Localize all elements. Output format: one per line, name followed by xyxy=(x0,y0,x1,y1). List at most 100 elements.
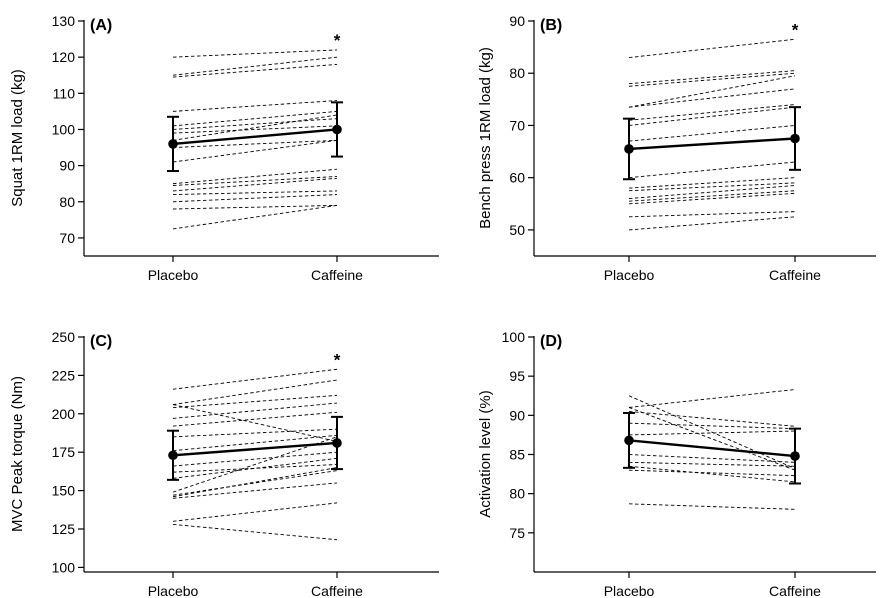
y-tick-label: 80 xyxy=(509,65,525,81)
y-tick-label: 75 xyxy=(509,525,525,541)
y-tick-label: 150 xyxy=(52,483,76,499)
panel-label: (B) xyxy=(540,17,562,34)
x-tick-label: Caffeine xyxy=(311,267,363,283)
x-tick-label: Placebo xyxy=(148,583,199,598)
mean-point xyxy=(624,144,634,154)
individual-line xyxy=(628,72,796,87)
panel-label: (D) xyxy=(540,333,562,350)
individual-line xyxy=(172,502,338,522)
significance-marker: * xyxy=(334,350,341,369)
individual-line xyxy=(172,402,338,419)
mean-line xyxy=(628,137,796,151)
individual-line xyxy=(628,503,796,510)
individual-line xyxy=(172,470,338,496)
y-tick-label: 120 xyxy=(52,49,76,65)
panel-4: 75 80 85 90 95 100 Placebo Caffeine Activation l… xyxy=(477,329,876,598)
individual-line xyxy=(172,139,338,163)
y-tick-label: 70 xyxy=(509,117,525,133)
mean-point xyxy=(168,450,178,461)
mean-point xyxy=(624,435,634,446)
mean-point xyxy=(332,124,342,135)
individual-line xyxy=(172,118,338,130)
panel-label: (C) xyxy=(90,333,112,350)
y-tick-label: 130 xyxy=(52,13,76,29)
individual-line xyxy=(628,104,796,121)
individual-line xyxy=(172,114,338,141)
individual-line xyxy=(628,465,796,483)
individual-line xyxy=(628,410,796,427)
x-tick-label: Caffeine xyxy=(769,267,821,283)
panel-2: 50 60 70 80 90 Placebo Caffeine Bench press 1RM… xyxy=(477,13,876,283)
individual-line xyxy=(172,482,338,499)
individual-line xyxy=(172,56,338,76)
individual-line xyxy=(628,177,796,189)
individual-line xyxy=(172,394,338,409)
y-axis-title: Squat 1RM load (kg) xyxy=(9,69,26,207)
individual-line xyxy=(628,182,796,192)
panel-label: (A) xyxy=(90,17,112,34)
panel-1: 70 80 90 100 110 120 130 Placebo Caffeine Squat 1… xyxy=(9,13,439,283)
y-tick-label: 50 xyxy=(509,222,525,238)
x-tick-label: Placebo xyxy=(604,583,655,598)
individual-line xyxy=(628,454,796,463)
individual-line xyxy=(172,100,338,112)
individual-line xyxy=(172,368,338,390)
y-tick-label: 90 xyxy=(509,407,525,423)
y-tick-label: 70 xyxy=(59,230,75,246)
y-tick-label: 200 xyxy=(52,406,76,422)
individual-line xyxy=(172,176,338,186)
y-tick-label: 95 xyxy=(509,368,525,384)
individual-line xyxy=(172,49,338,58)
individual-line xyxy=(628,88,796,108)
individual-line xyxy=(628,185,796,200)
mean-point xyxy=(332,438,342,448)
significance-marker: * xyxy=(792,20,799,39)
mean-point xyxy=(168,139,178,149)
individual-line xyxy=(172,110,338,127)
individual-line xyxy=(172,139,338,148)
individual-line xyxy=(172,411,338,427)
y-tick-label: 90 xyxy=(59,158,75,174)
individual-line xyxy=(172,379,338,406)
x-tick-label: Placebo xyxy=(604,267,655,283)
individual-line xyxy=(628,461,796,467)
y-axis-title: Activation level (%) xyxy=(477,390,494,518)
significance-marker: * xyxy=(334,31,341,50)
x-tick-label: Caffeine xyxy=(769,583,821,598)
y-tick-label: 90 xyxy=(509,13,525,29)
mean-line xyxy=(172,128,338,146)
y-tick-label: 175 xyxy=(52,444,76,460)
individual-line xyxy=(172,404,338,442)
individual-line xyxy=(628,70,796,85)
individual-line xyxy=(628,106,796,126)
individual-line xyxy=(172,523,338,541)
individual-line xyxy=(172,168,338,185)
y-tick-label: 110 xyxy=(53,85,76,101)
individual-line xyxy=(628,75,796,108)
y-tick-label: 85 xyxy=(509,447,525,463)
y-tick-label: 125 xyxy=(52,521,76,537)
y-tick-label: 100 xyxy=(52,559,76,575)
individual-line xyxy=(172,428,338,438)
y-axis-title: MVC Peak torque (Nm) xyxy=(9,376,26,532)
y-tick-label: 100 xyxy=(52,121,76,137)
individual-line xyxy=(172,434,338,452)
individual-line xyxy=(172,467,338,498)
mean-line xyxy=(172,441,338,457)
y-tick-label: 225 xyxy=(52,367,76,383)
panel-3: 100 125 150 175 200 225 250 Placebo Caffeine MVC … xyxy=(9,329,439,598)
individual-line xyxy=(172,125,338,134)
individual-line xyxy=(628,161,796,179)
individual-line xyxy=(628,211,796,218)
y-tick-label: 250 xyxy=(52,329,76,345)
x-tick-label: Caffeine xyxy=(311,583,363,598)
individual-line xyxy=(172,204,338,210)
individual-line xyxy=(628,430,796,436)
individual-line xyxy=(628,124,796,142)
individual-line xyxy=(172,204,338,230)
x-tick-label: Placebo xyxy=(148,267,199,283)
y-axis-title: Bench press 1RM load (kg) xyxy=(477,47,494,229)
y-tick-label: 60 xyxy=(509,170,525,186)
y-tick-label: 80 xyxy=(59,194,75,210)
